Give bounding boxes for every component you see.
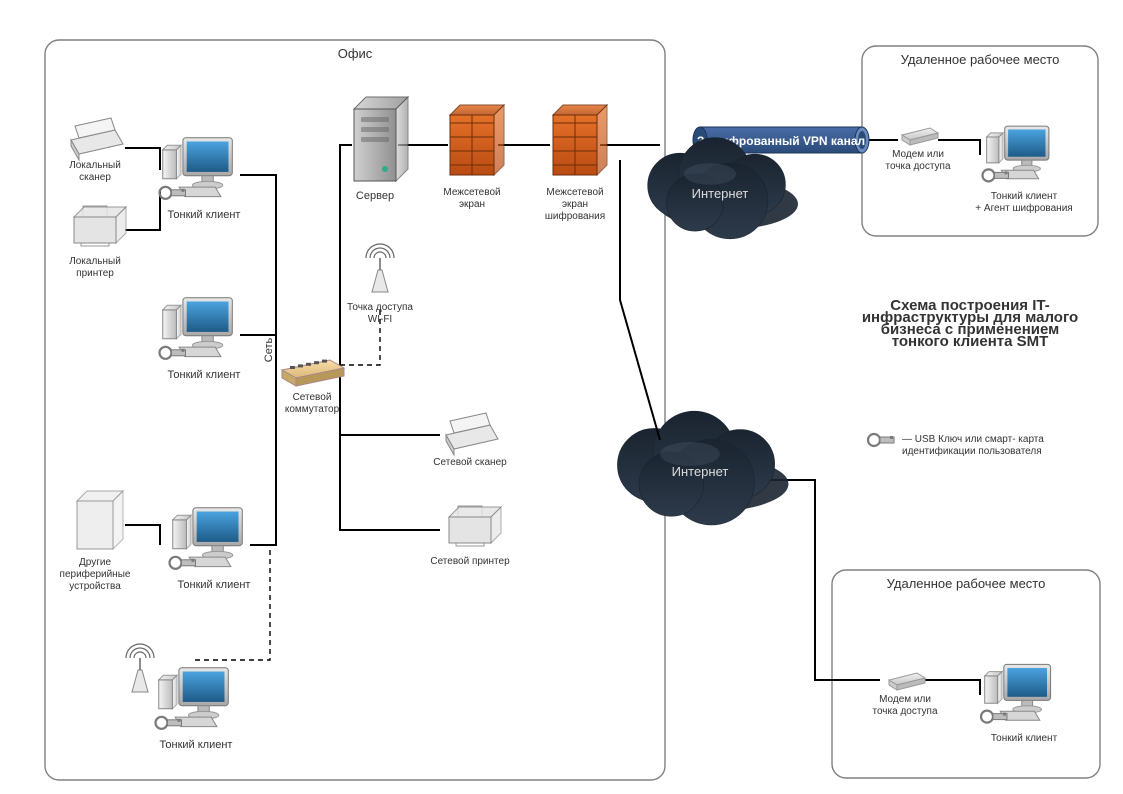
svg-text:тонкого клиента SMT: тонкого клиента SMT <box>892 333 1049 350</box>
usb-key-icon <box>868 434 894 446</box>
server-icon <box>354 97 408 181</box>
svg-text:Сетевой: Сетевой <box>293 392 332 403</box>
svg-text:экран: экран <box>459 199 485 210</box>
svg-text:периферийные: периферийные <box>60 568 131 580</box>
svg-text:Сетевой принтер: Сетевой принтер <box>430 556 510 567</box>
svg-text:Тонкий клиент: Тонкий клиент <box>178 579 251 591</box>
svg-text:+ Агент шифрования: + Агент шифрования <box>975 202 1072 214</box>
thin-client-3-tower <box>173 515 191 548</box>
firewall-2-icon <box>553 105 607 175</box>
remote-client-1-tower <box>987 133 1003 163</box>
svg-text:сканер: сканер <box>79 172 111 183</box>
periph-icon <box>77 491 123 549</box>
svg-text:принтер: принтер <box>76 268 114 279</box>
svg-text:Локальный: Локальный <box>69 256 121 267</box>
svg-text:экран: экран <box>562 199 588 210</box>
internet-2-label: Интернет <box>672 464 729 479</box>
svg-text:Другие: Другие <box>79 557 111 568</box>
svg-text:Межсетевой: Межсетевой <box>443 187 500 198</box>
svg-text:шифрования: шифрования <box>545 210 605 222</box>
internet-1-label: Интернет <box>692 186 749 201</box>
remote1-box-title: Удаленное рабочее место <box>901 52 1060 67</box>
svg-text:Сервер: Сервер <box>356 190 394 202</box>
svg-text:Тонкий клиент: Тонкий клиент <box>168 209 241 221</box>
svg-text:Модем или: Модем или <box>879 694 931 705</box>
svg-text:устройства: устройства <box>69 581 121 592</box>
legend-line-0: — USB Ключ или смарт- карта <box>902 434 1044 445</box>
svg-text:Тонкий клиент: Тонкий клиент <box>160 739 233 751</box>
legend-line-1: идентификации пользователя <box>902 445 1042 457</box>
thin-client-4-tower <box>159 675 177 708</box>
printer-net-icon-body <box>449 507 501 543</box>
svg-text:Сетевой сканер: Сетевой сканер <box>433 457 507 468</box>
svg-text:Модем или: Модем или <box>892 149 944 160</box>
network-label: Сеть <box>263 338 275 363</box>
svg-text:Тонкий клиент: Тонкий клиент <box>168 369 241 381</box>
svg-text:Тонкий клиент: Тонкий клиент <box>991 191 1058 202</box>
svg-text:точка доступа: точка доступа <box>885 161 950 172</box>
printer-local-icon-body <box>74 207 126 243</box>
firewall-1-icon <box>450 105 504 175</box>
svg-text:Локальный: Локальный <box>69 160 121 171</box>
thin-client-1-tower <box>163 145 181 178</box>
svg-text:коммутатор: коммутатор <box>285 404 340 415</box>
svg-text:Точка доступа: Точка доступа <box>347 302 413 313</box>
remote2-box <box>832 570 1100 778</box>
remote2-box-title: Удаленное рабочее место <box>887 576 1046 591</box>
office-box-title: Офис <box>338 46 373 61</box>
svg-text:Межсетевой: Межсетевой <box>546 187 603 198</box>
remote-client-2-tower <box>985 672 1002 704</box>
thin-client-2-tower <box>163 305 181 338</box>
svg-text:WI-FI: WI-FI <box>368 314 392 325</box>
svg-text:Тонкий клиент: Тонкий клиент <box>991 733 1058 744</box>
svg-text:точка доступа: точка доступа <box>872 706 937 717</box>
